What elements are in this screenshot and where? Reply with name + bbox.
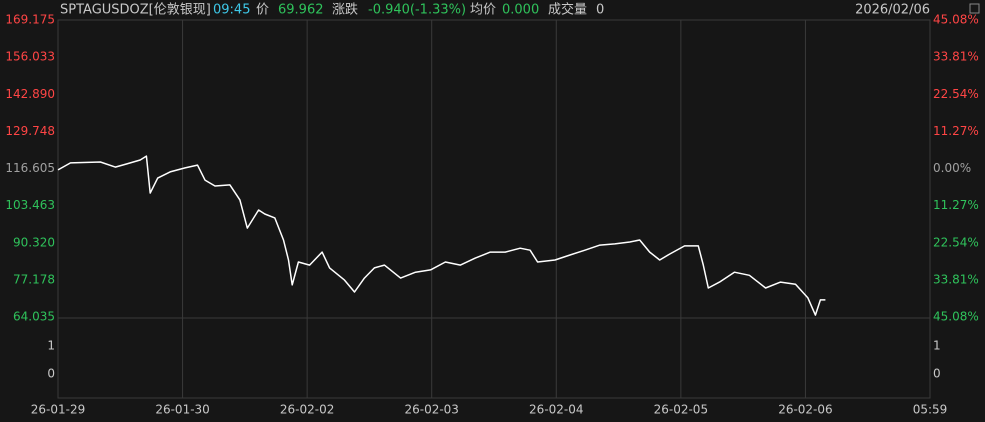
y2-tick-label: 22.54% [933,87,979,101]
x-tick-label: 26-02-04 [529,403,583,417]
y2-tick-label: 11.27% [933,124,979,138]
x-tick-label: 26-02-06 [778,403,832,417]
change: -0.940(-1.33%) [368,3,466,18]
volume-tick-label: 1 [47,339,55,353]
y-tick-label: 116.605 [5,161,55,175]
x-tick-label: 26-02-02 [280,403,334,417]
plot-frame [57,19,931,399]
y2-tick-label: 22.54% [933,235,979,249]
volume-tick-label: 0 [933,367,941,381]
y-tick-label: 77.178 [13,272,55,286]
y2-tick-label: 45.08% [933,13,979,27]
y-tick-label: 169.175 [5,13,55,27]
x-tick-label: 26-02-05 [654,403,708,417]
header: SPTAGUSDOZ[伦敦银现] 09:45 价 69.962 涨跌 -0.94… [60,2,980,18]
volume-tick-label: 1 [933,339,941,353]
y2-tick-label: 0.00% [933,161,971,175]
x-tick-label: 26-01-29 [31,403,85,417]
volume-tick-label: 0 [47,367,55,381]
price: 69.962 [278,3,324,18]
y2-tick-label: 11.27% [933,198,979,212]
avg: 0.000 [502,3,539,18]
volume-label: 成交量 [548,2,587,18]
change-label: 涨跌 [332,2,358,18]
time: 09:45 [213,3,250,18]
x-tick-label: 05:59 [913,403,948,417]
y2-tick-label: 33.81% [933,50,979,64]
y-tick-label: 142.890 [5,87,55,101]
avg-label: 均价 [470,3,496,18]
x-tick-label: 26-01-30 [155,403,209,417]
y2-tick-label: 33.81% [933,272,979,286]
volume: 0 [596,3,604,18]
price-line [57,155,826,316]
y-tick-label: 90.320 [13,235,55,249]
y-tick-label: 64.035 [13,310,55,324]
y2-tick-label: 45.08% [933,310,979,324]
symbol: SPTAGUSDOZ[伦敦银现] [60,2,211,18]
y-tick-label: 129.748 [5,124,55,138]
y-tick-label: 156.033 [5,50,55,64]
price-label: 价 [256,3,269,18]
x-tick-label: 26-02-03 [404,403,458,417]
y-tick-label: 103.463 [5,198,55,212]
settings-icon[interactable] [969,3,980,14]
date: 2026/02/06 [855,3,930,18]
